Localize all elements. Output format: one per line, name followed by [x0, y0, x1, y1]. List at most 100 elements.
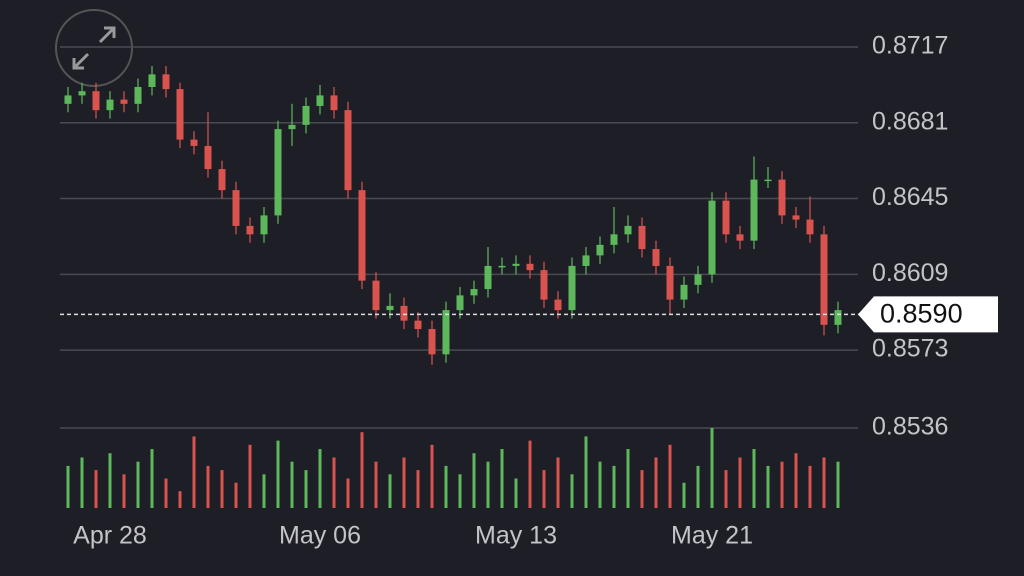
candle-body	[694, 274, 702, 285]
volume-bar	[808, 465, 812, 508]
volume-bar	[682, 482, 686, 508]
candle-body	[190, 139, 198, 146]
volume-bar	[164, 478, 168, 508]
y-tick-label: 0.8609	[872, 259, 948, 287]
candle-body	[78, 91, 86, 96]
candle-body	[470, 289, 478, 296]
expand-circle[interactable]	[55, 9, 133, 87]
volume-bar	[304, 470, 308, 508]
x-tick-label: May 21	[671, 522, 753, 550]
y-tick-label: 0.8645	[872, 183, 948, 211]
volume-bar	[626, 449, 630, 508]
y-tick-label: 0.8536	[872, 413, 948, 441]
candle-body	[554, 299, 562, 311]
candle-body	[162, 74, 170, 90]
expand-button[interactable]	[55, 9, 133, 87]
volume-bar	[374, 461, 378, 508]
candle-body	[246, 225, 254, 235]
candle-body	[708, 200, 716, 275]
candle-body	[834, 310, 842, 325]
candle-body	[386, 305, 394, 311]
last-price-label: 0.8590	[880, 298, 963, 328]
volume-bar	[528, 440, 532, 508]
candle-body	[652, 249, 660, 266]
candle-body	[372, 280, 380, 311]
volume-bar	[486, 461, 490, 508]
volume-bar	[346, 478, 350, 508]
candle-body	[330, 95, 338, 111]
x-tick-label: May 06	[279, 522, 361, 550]
candle-body	[750, 179, 758, 241]
volume-bar	[150, 449, 154, 508]
volume-bar	[332, 457, 336, 508]
candle-body	[512, 263, 520, 266]
volume-bar	[192, 436, 196, 508]
candle-body	[302, 105, 310, 125]
candle-body	[120, 99, 128, 104]
candle-body	[344, 110, 352, 191]
volume-bar	[458, 474, 462, 508]
candle-body	[232, 190, 240, 226]
volume-bar	[318, 449, 322, 508]
candle-body	[92, 91, 100, 111]
volume-bar	[234, 482, 238, 508]
y-tick-label: 0.8681	[872, 107, 948, 135]
candle-body	[358, 190, 366, 281]
candle-body	[400, 305, 408, 321]
last-price-tag	[858, 296, 998, 333]
candle-body	[260, 215, 268, 235]
volume-bar	[136, 461, 140, 508]
volume-bar	[752, 449, 756, 508]
candle-body	[274, 129, 282, 216]
volume-bar	[654, 457, 658, 508]
volume-bar	[444, 465, 448, 508]
volume-bar	[542, 470, 546, 508]
volume-bar	[262, 474, 266, 508]
volume-bar	[794, 453, 798, 508]
candle-body	[442, 310, 450, 355]
volume-bar	[290, 461, 294, 508]
candle-body	[806, 219, 814, 235]
volume-bar	[360, 432, 364, 508]
candle-body	[176, 89, 184, 140]
volume-bar	[430, 444, 434, 508]
candle-body	[582, 255, 590, 266]
volume-bar	[822, 457, 826, 508]
volume-bar	[472, 453, 476, 508]
volume-bar	[500, 449, 504, 508]
candle-body	[148, 74, 156, 87]
volume-bar	[276, 440, 280, 508]
volume-bar	[220, 470, 224, 508]
volume-bar	[416, 470, 420, 508]
candle-body	[722, 200, 730, 235]
candle-body	[764, 179, 772, 182]
candle-body	[526, 263, 534, 271]
volume-bar	[122, 474, 126, 508]
expand-icon[interactable]	[72, 26, 116, 70]
candle-body	[638, 225, 646, 250]
candle-body	[736, 234, 744, 241]
candle-body	[484, 265, 492, 290]
volume-bar	[402, 457, 406, 508]
candle-body	[218, 169, 226, 191]
candle-body	[498, 265, 506, 268]
volume-bar	[668, 444, 672, 508]
volume-bar	[178, 491, 182, 508]
volume-bar	[598, 461, 602, 508]
volume-bar	[570, 474, 574, 508]
volume-bar	[556, 457, 560, 508]
candle-body	[568, 265, 576, 311]
candle-body	[288, 124, 296, 130]
volume-bar	[640, 470, 644, 508]
volume-bar	[94, 470, 98, 508]
volume-bar	[696, 465, 700, 508]
candle-body	[624, 225, 632, 235]
candle-body	[820, 234, 828, 325]
candle-body	[666, 265, 674, 300]
volume-bar	[612, 465, 616, 508]
candle-body	[204, 145, 212, 170]
volume-bar	[836, 461, 840, 508]
candle-body	[596, 244, 604, 256]
